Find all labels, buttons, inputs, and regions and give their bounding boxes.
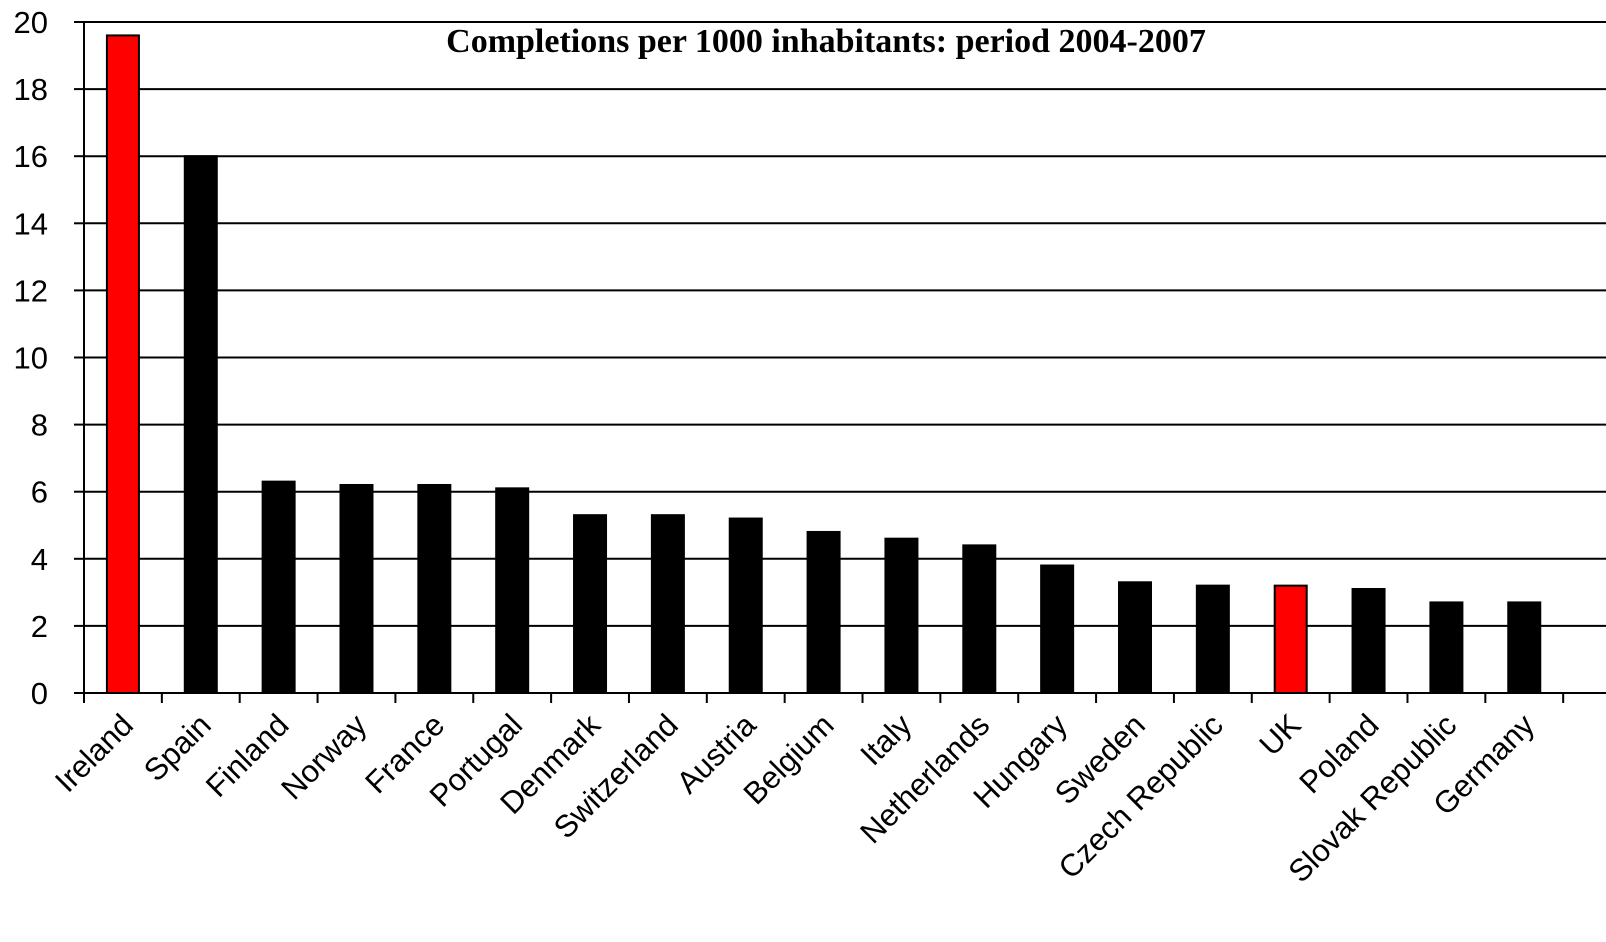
chart-title: Completions per 1000 inhabitants: period…: [446, 23, 1206, 60]
y-tick-label: 4: [31, 542, 48, 577]
bar-hungary: [1040, 564, 1075, 695]
x-tick-label: Ireland: [48, 707, 140, 799]
bar-portugal: [495, 487, 530, 694]
y-tick-label: 8: [31, 408, 48, 443]
x-tick-label: UK: [1252, 707, 1307, 762]
bar-uk: [1273, 584, 1308, 695]
bar-germany: [1507, 601, 1542, 694]
y-tick-label: 16: [14, 139, 48, 174]
bar-ireland: [105, 34, 140, 695]
y-tick-label: 6: [31, 475, 48, 510]
bars: [105, 34, 1542, 695]
x-tick-label: Norway: [274, 707, 373, 806]
bar-finland: [261, 480, 296, 695]
bar-belgium: [806, 530, 841, 695]
grid-lines: [84, 21, 1606, 627]
y-tick-label: 10: [14, 341, 48, 376]
bar-sweden: [1117, 581, 1152, 694]
bar-norway: [339, 483, 374, 694]
y-tick-label: 18: [14, 72, 48, 107]
x-axis-ticks: IrelandSpainFinlandNorwayFrancePortugalD…: [48, 693, 1565, 889]
bar-italy: [884, 537, 919, 694]
bar-spain: [183, 155, 218, 694]
x-tick-label: Italy: [853, 707, 918, 772]
bar-czech-republic: [1195, 584, 1230, 695]
y-axis-ticks: 0 2 4 6 8 10 12 14 16 18 20: [14, 5, 84, 711]
y-tick-label: 0: [31, 676, 48, 711]
y-tick-label: 12: [14, 273, 48, 308]
bar-france: [417, 483, 452, 694]
y-tick-label: 2: [31, 609, 48, 644]
y-tick-label: 14: [14, 206, 48, 241]
bar-switzerland: [650, 514, 685, 694]
bar-slovak-republic: [1429, 601, 1464, 694]
bar-netherlands: [962, 544, 997, 694]
y-tick-label: 20: [14, 5, 48, 40]
bar-austria: [728, 517, 763, 694]
bar-poland: [1351, 587, 1386, 694]
bar-denmark: [573, 514, 608, 694]
